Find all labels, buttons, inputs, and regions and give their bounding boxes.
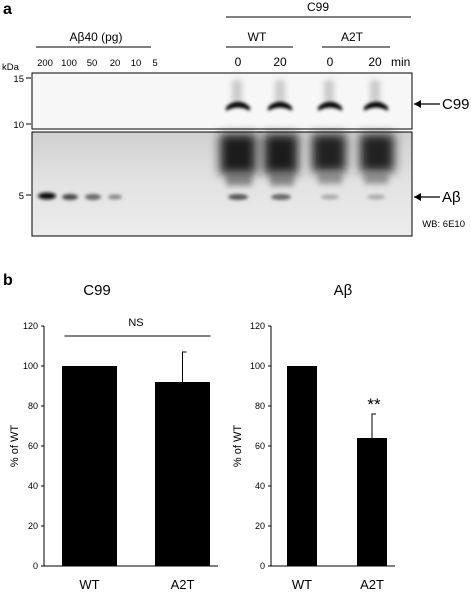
y-tick-label: 120 [23,321,38,331]
time-label-a2t-20: 20 [368,55,382,69]
ladder-amount: 20 [110,58,121,69]
panel-b-label: b [3,272,13,289]
y-tick-label: 20 [255,521,265,531]
y-tick-label: 0 [33,561,38,571]
y-tick-label: 40 [28,481,38,491]
band-label-abeta: Aβ [442,189,461,206]
chart-title: C99 [83,282,111,299]
bar [287,366,317,566]
blot-lower-abeta [31,131,413,237]
category-label: A2T [171,577,195,592]
panel-a-label: a [3,1,12,18]
antibody-label: WB: 6E10 [422,219,465,230]
mw-marker-15: 15 [13,74,24,85]
y-tick-label: 60 [28,441,38,451]
panel-b: b C99 0 20 40 60 80 100 120 % of WT WT A2T NS Aβ 0 20… [3,272,395,592]
ladder-amount: 200 [37,58,53,69]
time-unit: min [391,55,410,69]
y-tick-label: 60 [255,441,265,451]
genotype-label-wt: WT [248,30,267,44]
chart-c99: C99 0 20 40 60 80 100 120 % of WT WT A2T NS [9,282,218,592]
panel-a: a C99 WT A2T Aβ40 (pg) 200 100 50 20 10 … [2,0,470,237]
bar [357,438,387,566]
mw-marker-10: 10 [13,120,24,131]
y-tick-label: 120 [250,321,265,331]
kda-label: kDa [2,62,20,73]
ladder-title: Aβ40 (pg) [70,30,123,44]
ladder-amount: 10 [131,58,142,69]
genotype-label-a2t: A2T [341,30,364,44]
category-label: WT [79,577,99,592]
significance-label: NS [128,317,143,329]
y-axis-label: % of WT [9,425,21,467]
y-tick-label: 100 [250,361,265,371]
y-axis-label: % of WT [232,425,244,467]
category-label: WT [292,577,312,592]
y-tick-label: 80 [28,401,38,411]
time-points: 0 20 0 20 min [235,55,411,69]
ladder-amount: 50 [87,58,98,69]
ladder-amount: 5 [152,58,157,69]
time-label-a2t-0: 0 [327,55,334,69]
time-label-wt-0: 0 [235,55,242,69]
y-tick-label: 80 [255,401,265,411]
arrow-left-icon [414,100,421,108]
bar [62,366,117,566]
mw-marker-5: 5 [19,191,24,202]
ladder-amounts: 200 100 50 20 10 5 [37,58,158,69]
time-label-wt-20: 20 [273,55,287,69]
c99-group-label: C99 [307,0,329,14]
significance-label: ** [367,395,381,414]
chart-title: Aβ [334,282,353,299]
bar [155,382,210,566]
category-label: A2T [360,577,384,592]
y-tick-label: 100 [23,361,38,371]
arrow-left-icon [414,193,421,201]
y-tick-label: 40 [255,481,265,491]
blot-upper-c99 [31,72,413,130]
y-tick-label: 20 [28,521,38,531]
chart-abeta: Aβ 0 20 40 60 80 100 120 % of WT WT A2T ** [232,282,395,592]
ladder-amount: 100 [61,58,77,69]
y-tick-label: 0 [260,561,265,571]
band-label-c99: C99 [442,96,470,113]
